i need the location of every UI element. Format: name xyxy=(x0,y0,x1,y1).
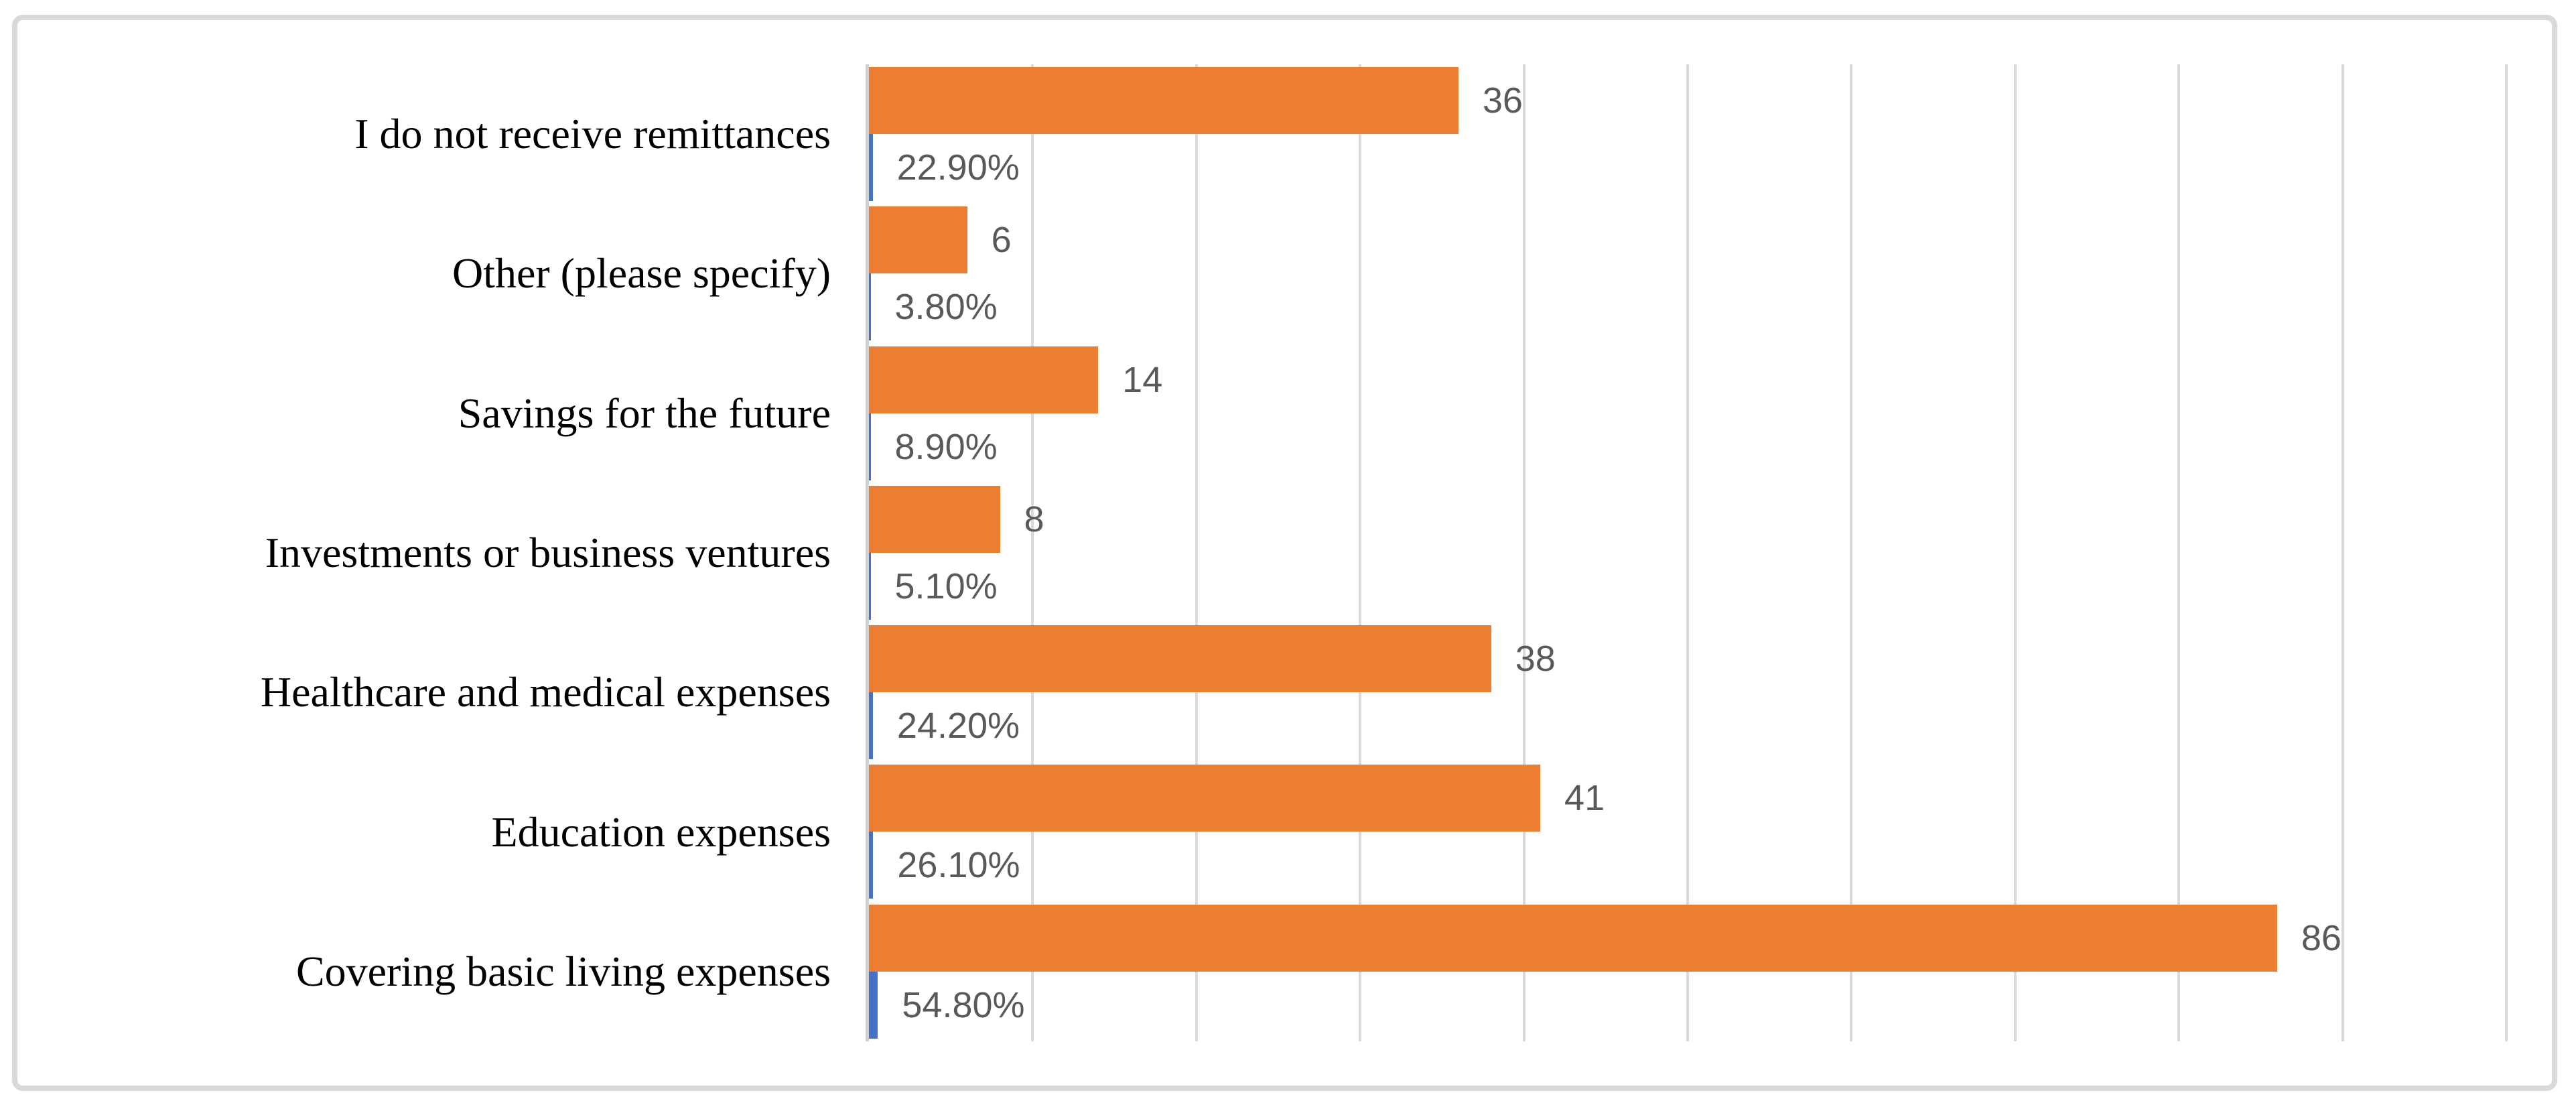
chart-border xyxy=(12,15,2557,1091)
count-bar xyxy=(869,346,1099,413)
count-bar xyxy=(869,67,1459,134)
count-bar xyxy=(869,625,1491,693)
gridline xyxy=(1031,64,1034,1041)
gridline xyxy=(2013,64,2017,1041)
count-data-label: 41 xyxy=(1564,778,1605,819)
category-label: Covering basic living expenses xyxy=(295,947,831,995)
count-bar xyxy=(869,485,1000,553)
percentage-bar xyxy=(869,413,871,480)
percentage-bar xyxy=(869,552,871,620)
category-label: I do not receive remittances xyxy=(354,110,831,158)
count-data-label: 14 xyxy=(1122,359,1163,400)
count-data-label: 8 xyxy=(1024,499,1044,539)
count-data-label: 86 xyxy=(2301,917,2342,958)
gridline xyxy=(2177,64,2181,1041)
gridline xyxy=(2505,64,2508,1041)
gridline xyxy=(1359,64,1362,1041)
category-label: Healthcare and medical expenses xyxy=(260,668,831,716)
percentage-data-label: 22.90% xyxy=(896,147,1020,188)
category-label: Education expenses xyxy=(491,807,831,856)
count-bar xyxy=(869,206,967,274)
percentage-data-label: 54.80% xyxy=(902,984,1025,1025)
gridline xyxy=(2341,64,2344,1041)
percentage-data-label: 5.10% xyxy=(894,566,998,606)
count-data-label: 6 xyxy=(991,220,1012,261)
percentage-bar xyxy=(869,832,874,899)
percentage-data-label: 3.80% xyxy=(894,287,998,328)
count-data-label: 38 xyxy=(1515,639,1556,679)
percentage-data-label: 8.90% xyxy=(894,426,998,467)
gridline xyxy=(1686,64,1689,1041)
percentage-data-label: 26.10% xyxy=(897,845,1020,886)
count-bar xyxy=(869,904,2277,972)
gridline xyxy=(1195,64,1198,1041)
percentage-bar xyxy=(869,971,878,1039)
percentage-data-label: 24.20% xyxy=(896,706,1020,746)
count-data-label: 36 xyxy=(1482,80,1523,121)
category-label: Other (please specify) xyxy=(452,249,831,298)
percentage-bar xyxy=(869,273,871,341)
percentage-bar xyxy=(869,692,873,760)
gridline xyxy=(1522,64,1526,1041)
category-label: Savings for the future xyxy=(458,389,831,437)
count-bar xyxy=(869,765,1541,832)
percentage-bar xyxy=(869,134,873,201)
category-label: Investments or business ventures xyxy=(265,528,831,576)
gridline xyxy=(1850,64,1853,1041)
value-axis-line xyxy=(866,64,869,1041)
